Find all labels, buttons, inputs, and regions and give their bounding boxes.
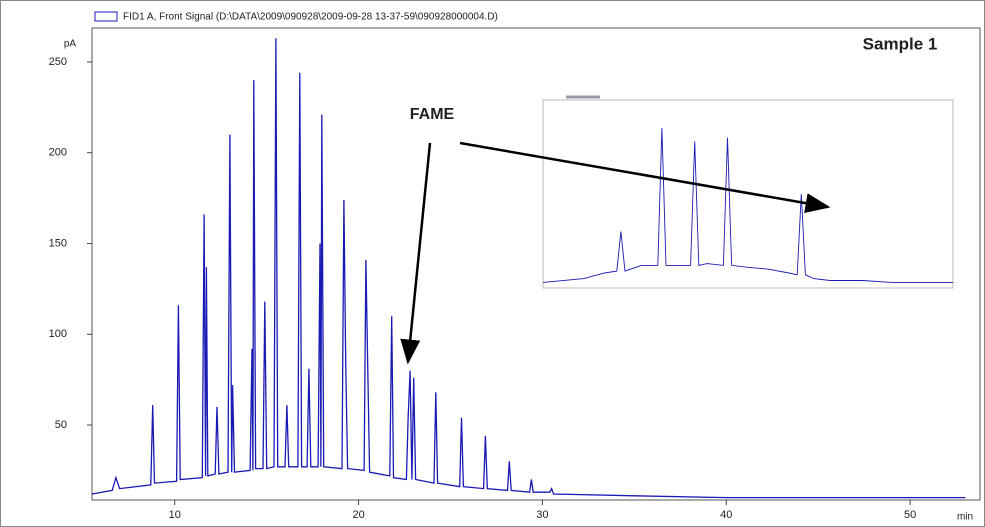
y-tick-label: 150 xyxy=(49,237,67,249)
y-tick-label: 50 xyxy=(55,419,67,431)
legend-swatch xyxy=(94,11,118,22)
signal-line xyxy=(91,38,966,499)
inset-frame xyxy=(542,99,954,289)
y-axis-label: pA xyxy=(64,39,77,50)
y-tick-label: 200 xyxy=(49,147,67,159)
x-tick-label: 40 xyxy=(720,509,732,521)
annotation: FAME xyxy=(410,106,455,123)
x-tick-label: 20 xyxy=(352,509,364,521)
y-tick-label: 250 xyxy=(49,56,67,68)
plot-frame xyxy=(91,27,981,501)
annotation-arrow xyxy=(400,142,432,365)
x-tick-label: 10 xyxy=(169,509,181,521)
annotation: Sample 1 xyxy=(863,34,938,53)
legend-label: FID1 A, Front Signal (D:\DATA\2009\09092… xyxy=(123,12,498,23)
inset-background xyxy=(532,92,958,296)
annotation-arrow xyxy=(459,141,831,213)
signal-line xyxy=(542,128,953,283)
x-tick-label: 30 xyxy=(536,509,548,521)
y-tick-label: 100 xyxy=(49,328,67,340)
x-tick-label: 50 xyxy=(904,509,916,521)
x-axis-label: min xyxy=(957,512,973,523)
